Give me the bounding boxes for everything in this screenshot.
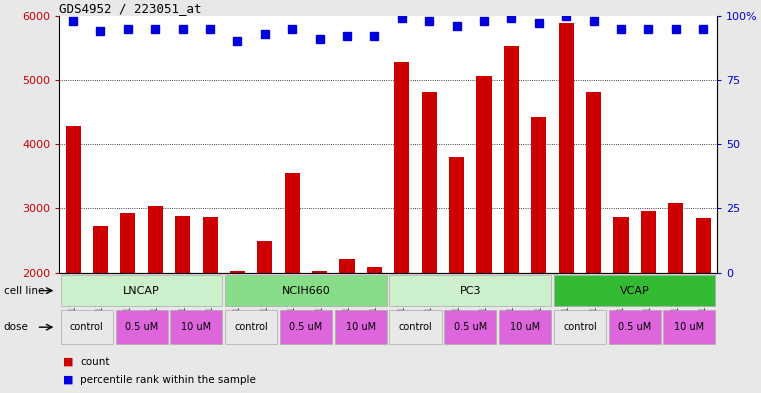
- Text: cell line: cell line: [4, 286, 44, 296]
- Bar: [449, 157, 464, 393]
- Text: PC3: PC3: [460, 286, 481, 296]
- Text: 0.5 uM: 0.5 uM: [289, 322, 323, 332]
- Bar: [476, 76, 492, 393]
- Text: percentile rank within the sample: percentile rank within the sample: [80, 375, 256, 385]
- Bar: [554, 310, 606, 344]
- Bar: [61, 310, 113, 344]
- Bar: [390, 275, 551, 306]
- Bar: [554, 275, 715, 306]
- Bar: [285, 173, 300, 393]
- Text: NCIH660: NCIH660: [282, 286, 330, 296]
- Text: 10 uM: 10 uM: [181, 322, 212, 332]
- Bar: [394, 62, 409, 393]
- Bar: [641, 211, 656, 393]
- Bar: [225, 310, 277, 344]
- Bar: [444, 310, 496, 344]
- Bar: [390, 310, 441, 344]
- Bar: [339, 259, 355, 393]
- Bar: [335, 310, 387, 344]
- Bar: [609, 310, 661, 344]
- Bar: [586, 92, 601, 393]
- Text: count: count: [80, 357, 110, 367]
- Bar: [664, 310, 715, 344]
- Bar: [148, 206, 163, 393]
- Text: LNCAP: LNCAP: [123, 286, 160, 296]
- Text: ■: ■: [63, 375, 74, 385]
- Text: VCAP: VCAP: [619, 286, 650, 296]
- Text: 0.5 uM: 0.5 uM: [618, 322, 651, 332]
- Text: GDS4952 / 223051_at: GDS4952 / 223051_at: [59, 2, 202, 15]
- Bar: [93, 226, 108, 393]
- Text: 0.5 uM: 0.5 uM: [125, 322, 158, 332]
- Bar: [170, 310, 222, 344]
- Bar: [202, 217, 218, 393]
- Bar: [559, 24, 574, 393]
- Bar: [257, 241, 272, 393]
- Bar: [613, 217, 629, 393]
- Bar: [65, 126, 81, 393]
- Bar: [696, 218, 711, 393]
- Text: control: control: [70, 322, 103, 332]
- Bar: [312, 271, 327, 393]
- Text: dose: dose: [4, 322, 29, 332]
- Bar: [225, 275, 387, 306]
- Bar: [280, 310, 332, 344]
- Bar: [531, 117, 546, 393]
- Text: control: control: [563, 322, 597, 332]
- Bar: [175, 216, 190, 393]
- Bar: [504, 46, 519, 393]
- Bar: [120, 213, 135, 393]
- Bar: [116, 310, 167, 344]
- Text: control: control: [234, 322, 268, 332]
- Bar: [668, 203, 683, 393]
- Text: 10 uM: 10 uM: [345, 322, 376, 332]
- Bar: [422, 92, 437, 393]
- Bar: [367, 267, 382, 393]
- Bar: [61, 275, 222, 306]
- Text: 10 uM: 10 uM: [674, 322, 705, 332]
- Bar: [230, 272, 245, 393]
- Text: 0.5 uM: 0.5 uM: [454, 322, 487, 332]
- Text: 10 uM: 10 uM: [510, 322, 540, 332]
- Text: ■: ■: [63, 357, 74, 367]
- Bar: [499, 310, 551, 344]
- Text: control: control: [399, 322, 432, 332]
